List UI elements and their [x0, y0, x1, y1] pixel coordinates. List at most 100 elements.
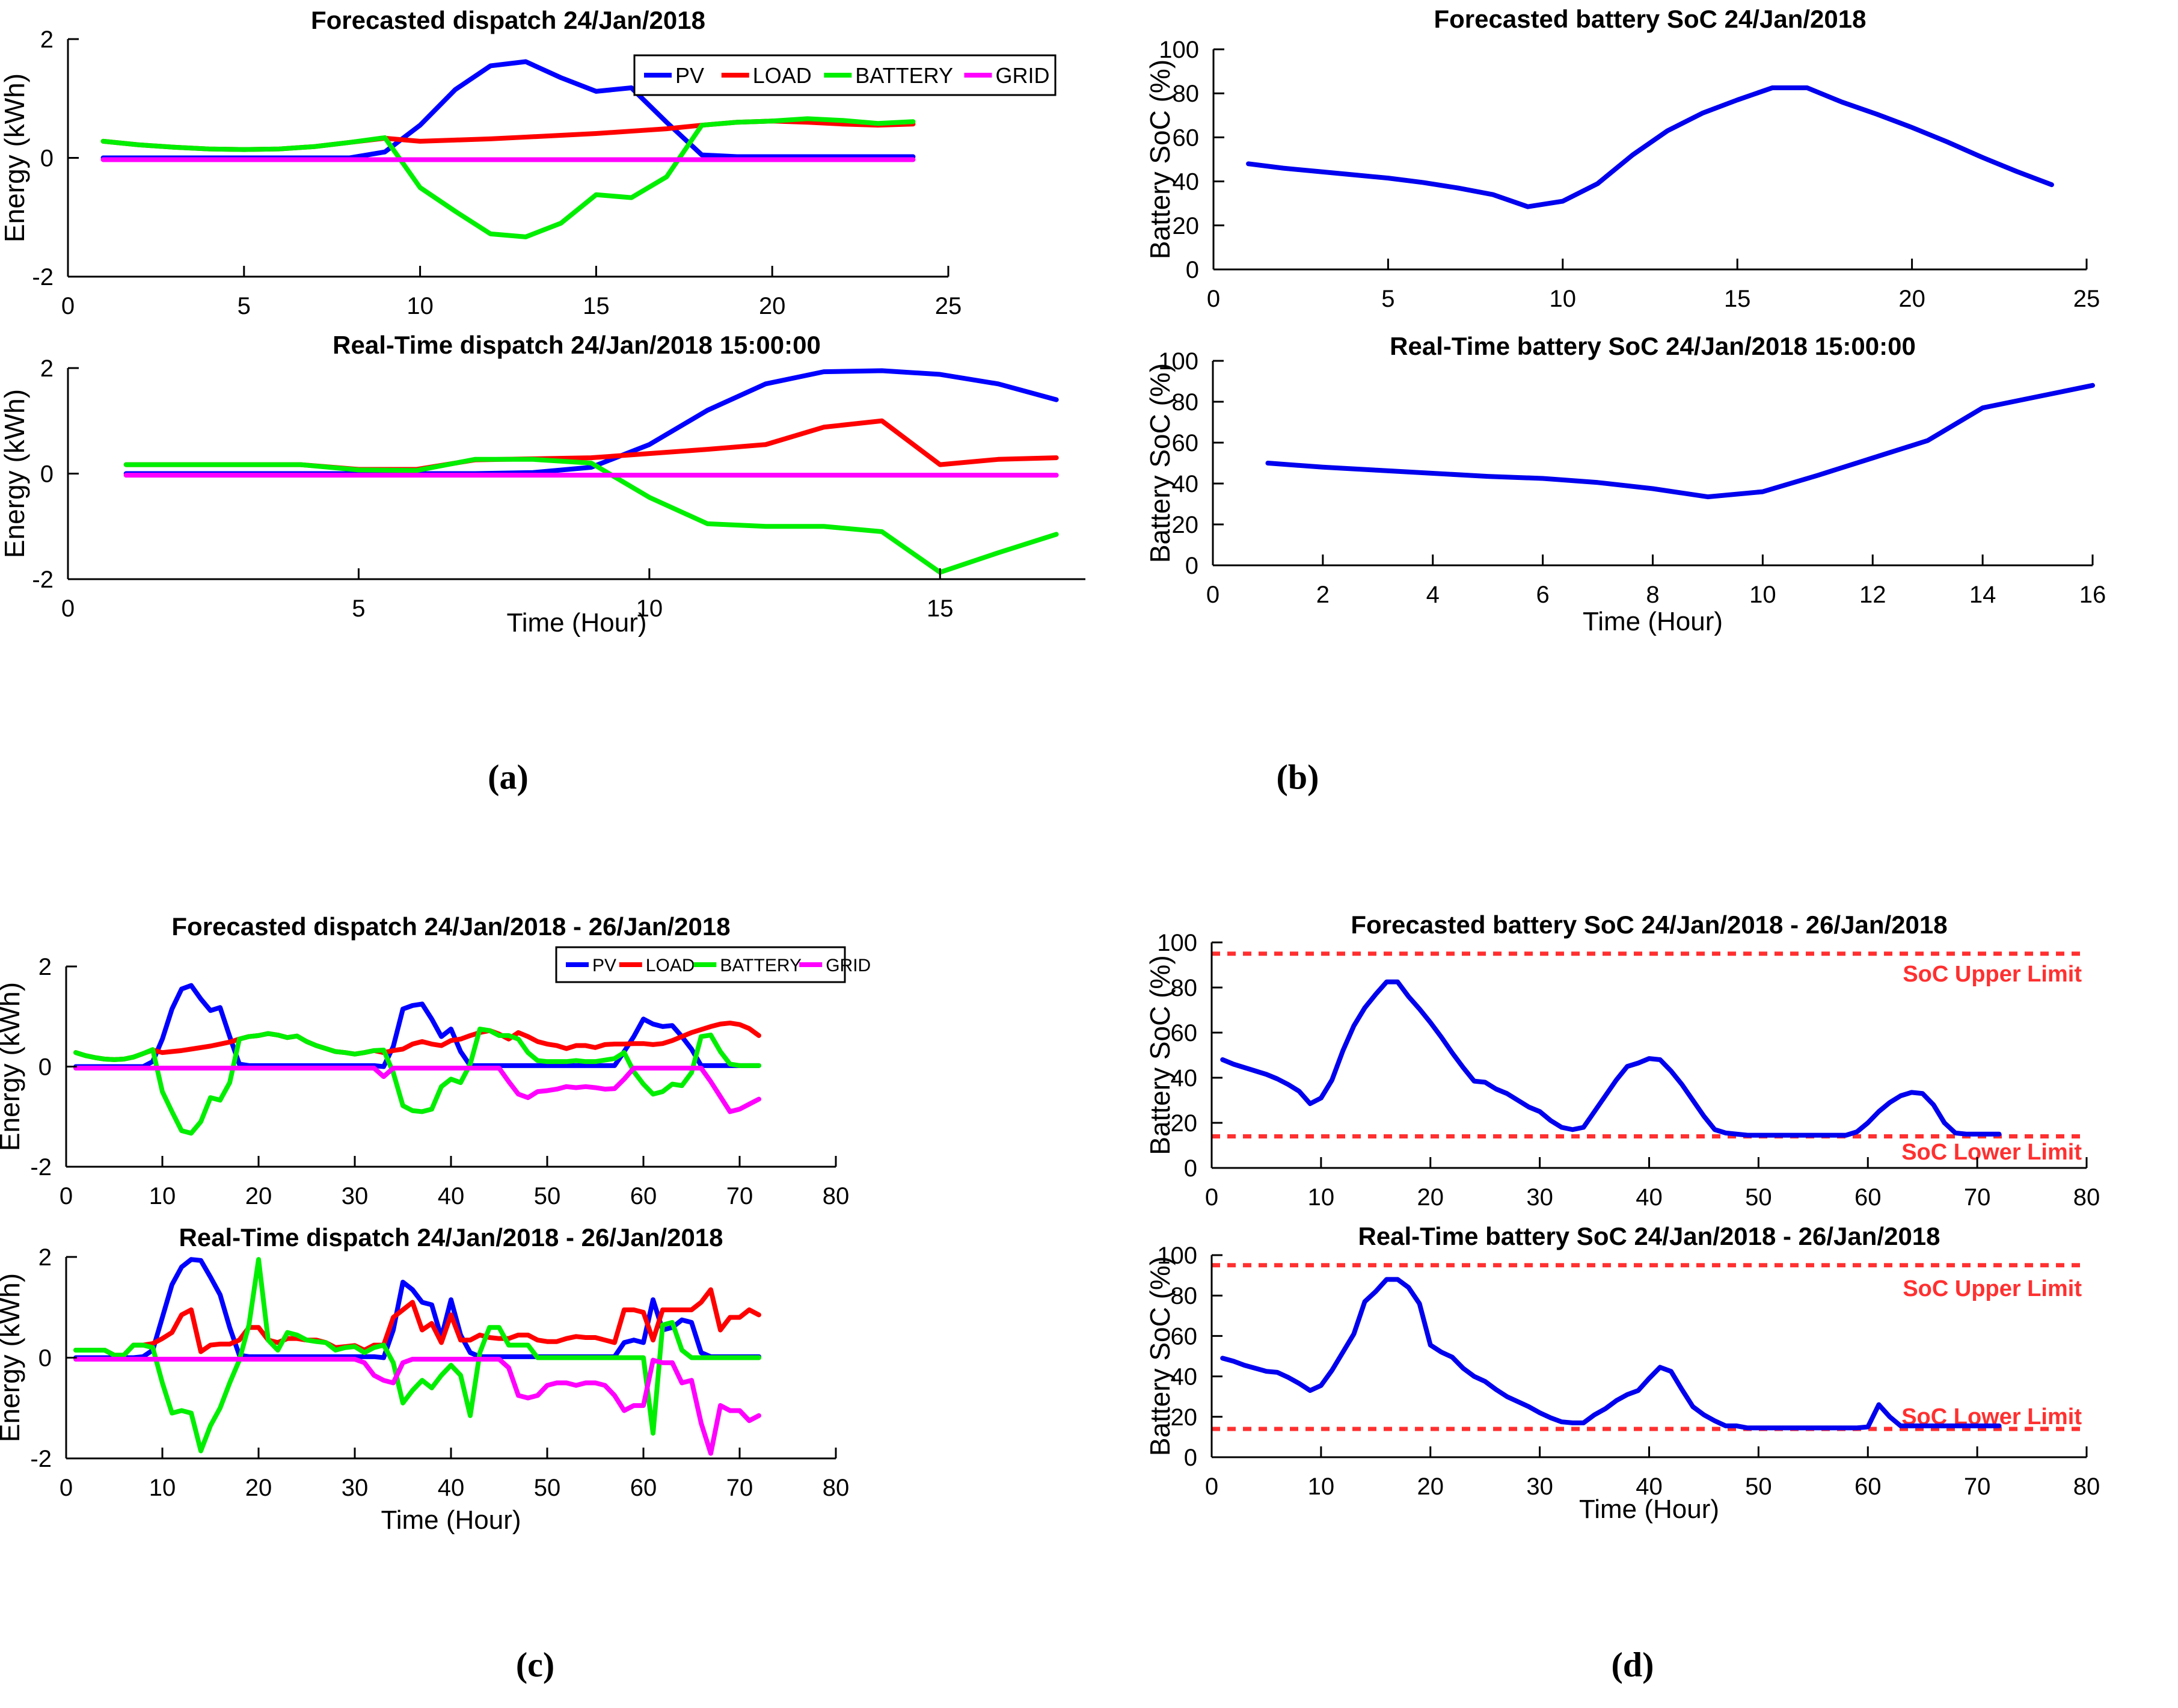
series-c1-battery — [73, 1027, 761, 1136]
series-a2-battery — [123, 456, 1059, 575]
x-tick-label: 6 — [1536, 582, 1550, 608]
x-tick-label: 80 — [2073, 1473, 2100, 1500]
series-c2-battery — [73, 1257, 761, 1454]
chart-title-c2: Real-Time dispatch 24/Jan/2018 - 26/Jan/… — [179, 1223, 723, 1252]
y-axis-label-a2: Energy (kWh) — [0, 389, 30, 558]
x-tick-label: 40 — [438, 1183, 465, 1209]
series-d1-soc — [1220, 979, 2002, 1138]
x-axis-label-c2: Time (Hour) — [381, 1505, 521, 1535]
chart-title-b1: Forecasted battery SoC 24/Jan/2018 — [1434, 5, 1866, 33]
y-tick-label: 100 — [1158, 348, 1198, 375]
series-a1-battery — [100, 116, 916, 239]
chart-b2: 0 2 4 6 8 10 12 14 16 0 20 40 60 80 100 Real-Time batte… — [1144, 332, 2106, 636]
x-tick-label: 50 — [534, 1475, 561, 1501]
x-tick-label: 70 — [1964, 1184, 1991, 1211]
x-tick-label: 10 — [636, 595, 663, 622]
y-tick-label: 20 — [1171, 1110, 1198, 1137]
soc-upper-limit-label: SoC Upper Limit — [1903, 1276, 2082, 1301]
y-tick-label: -2 — [32, 264, 54, 290]
y-axis-label-b2: Battery SoC (%) — [1144, 363, 1176, 563]
x-tick-label: 80 — [823, 1475, 850, 1501]
x-tick-label: 15 — [1724, 286, 1751, 312]
y-tick-label: 100 — [1159, 37, 1199, 63]
x-tick-label: 30 — [342, 1183, 369, 1209]
y-tick-label: 100 — [1157, 930, 1197, 956]
chart-title-a2: Real-Time dispatch 24/Jan/2018 15:00:00 — [333, 331, 821, 359]
series-d2-soc — [1220, 1277, 2002, 1431]
y-tick-label: 0 — [40, 461, 54, 488]
legend-label-battery: BATTERY — [720, 956, 802, 975]
y-tick-label: 20 — [1171, 1404, 1198, 1431]
x-tick-label: 60 — [1854, 1184, 1882, 1211]
legend-label-grid: GRID — [826, 956, 871, 975]
y-tick-label: 0 — [1186, 257, 1199, 283]
series-c1-grid — [73, 1065, 761, 1114]
x-tick-label: 5 — [1381, 286, 1394, 312]
x-axis-label-b2: Time (Hour) — [1583, 607, 1723, 636]
x-tick-label: 20 — [1417, 1184, 1444, 1211]
x-tick-label: 20 — [1898, 286, 1925, 312]
series-b1-soc — [1246, 85, 2054, 209]
x-tick-label: 0 — [1205, 1184, 1218, 1211]
x-tick-label: 50 — [1745, 1473, 1772, 1500]
x-tick-label: 40 — [438, 1475, 465, 1501]
x-tick-label: 30 — [342, 1475, 369, 1501]
y-tick-label: 0 — [1184, 1155, 1197, 1182]
chart-title-d1: Forecasted battery SoC 24/Jan/2018 - 26/… — [1351, 911, 1947, 939]
chart-c2: 0 10 20 30 40 50 60 70 80 -2 0 2 Real-Time dispatch … — [0, 1223, 849, 1535]
series-c2-pv — [73, 1257, 761, 1360]
chart-title-a1: Forecasted dispatch 24/Jan/2018 — [311, 6, 705, 34]
chart-c1: 0 10 20 30 40 50 60 70 80 -2 0 2 Forecasted dispatch… — [0, 912, 871, 1209]
x-tick-label: 0 — [60, 1475, 73, 1501]
x-tick-label: 0 — [60, 1183, 73, 1209]
x-tick-label: 50 — [534, 1183, 561, 1209]
x-tick-label: 10 — [149, 1475, 176, 1501]
chart-title-d2: Real-Time battery SoC 24/Jan/2018 - 26/J… — [1358, 1222, 1940, 1250]
y-tick-label: -2 — [30, 1446, 52, 1472]
y-tick-label: 0 — [1184, 1445, 1197, 1471]
series-c1-load — [73, 1021, 761, 1062]
y-tick-label: 60 — [1171, 1323, 1198, 1350]
x-tick-label: 10 — [1308, 1184, 1335, 1211]
chart-a2: 0 5 10 15 -2 0 2 Real-Time dispatch 24/Jan/2018… — [0, 331, 1085, 637]
x-tick-label: 70 — [1964, 1473, 1991, 1500]
y-tick-label: 2 — [38, 954, 52, 980]
x-tick-label: 20 — [759, 293, 786, 319]
y-tick-label: 40 — [1171, 1065, 1198, 1092]
chart-b1: 0 5 10 15 20 25 0 20 40 60 80 100 Forecasted battery… — [1144, 5, 2100, 312]
y-tick-label: 60 — [1171, 1020, 1198, 1046]
x-tick-label: 40 — [1636, 1184, 1663, 1211]
x-tick-label: 12 — [1859, 582, 1886, 608]
x-tick-label: 50 — [1745, 1184, 1772, 1211]
x-tick-label: 60 — [1854, 1473, 1882, 1500]
y-tick-label: 40 — [1173, 169, 1200, 195]
y-tick-label: 100 — [1157, 1243, 1197, 1269]
x-tick-label: 0 — [61, 595, 75, 622]
x-axis-label-a2: Time (Hour) — [506, 608, 646, 637]
x-tick-label: 10 — [149, 1183, 176, 1209]
x-tick-label: 10 — [1308, 1473, 1335, 1500]
x-tick-label: 8 — [1646, 582, 1659, 608]
x-tick-label: 70 — [726, 1475, 753, 1501]
chart-title-c1: Forecasted dispatch 24/Jan/2018 - 26/Jan… — [171, 912, 730, 941]
x-tick-label: 2 — [1316, 582, 1330, 608]
x-tick-label: 25 — [2073, 286, 2100, 312]
x-tick-label: 0 — [1205, 1473, 1218, 1500]
x-tick-label: 0 — [1206, 582, 1219, 608]
legend-label-load: LOAD — [753, 63, 812, 88]
x-tick-label: 25 — [935, 293, 962, 319]
x-axis-label-d2: Time (Hour) — [1579, 1494, 1719, 1524]
y-tick-label: 0 — [38, 1054, 52, 1081]
x-tick-label: 10 — [406, 293, 434, 319]
caption-d: (d) — [1611, 1645, 1654, 1685]
soc-upper-limit-label: SoC Upper Limit — [1903, 962, 2082, 987]
y-tick-label: 0 — [38, 1345, 52, 1372]
legend-label-grid: GRID — [995, 63, 1049, 88]
soc-lower-limit-label: SoC Lower Limit — [1901, 1140, 2082, 1165]
caption-b: (b) — [1276, 757, 1319, 797]
x-tick-label: 16 — [2079, 582, 2106, 608]
x-tick-label: 4 — [1426, 582, 1440, 608]
